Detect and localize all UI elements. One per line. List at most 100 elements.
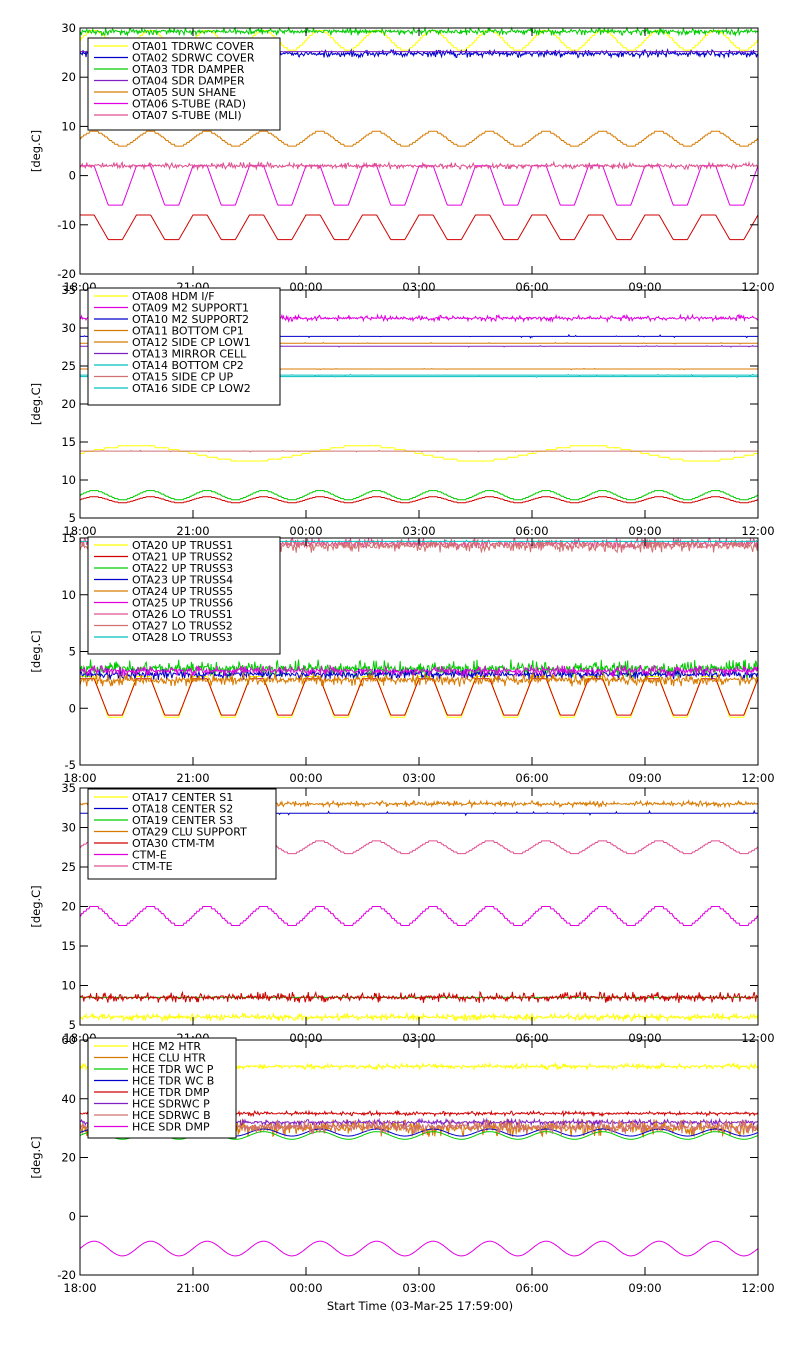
legend-entry: CTM-E	[132, 849, 167, 862]
legend-entry: CTM-TE	[132, 860, 173, 873]
legend-entry: OTA28 LO TRUSS3	[132, 631, 233, 644]
legend-entry: OTA14 BOTTOM CP2	[132, 359, 244, 372]
y-tick-label: 15	[61, 939, 76, 953]
x-tick-label: 00:00	[289, 771, 322, 785]
y-axis-label: [deg.C]	[29, 885, 43, 927]
legend-entry: HCE SDR DMP	[132, 1121, 210, 1134]
legend-entry: OTA03 TDR DAMPER	[132, 63, 245, 76]
y-tick-label: -20	[57, 1268, 76, 1282]
series-line	[80, 490, 758, 501]
panels: -20 -10 0 10 20 30 18:00 21:00 00:00 03:00 06:00 09…	[29, 21, 775, 1295]
legend-entry: OTA15 SIDE CP UP	[132, 371, 234, 384]
y-tick-label: -5	[65, 758, 76, 772]
y-tick-label: 20	[61, 900, 76, 914]
legend-entry: OTA17 CENTER S1	[132, 791, 233, 804]
x-tick-label: 00:00	[289, 524, 322, 538]
y-axis-label: [deg.C]	[29, 383, 43, 425]
legend-entry: OTA20 UP TRUSS1	[132, 539, 233, 552]
y-tick-label: 5	[69, 511, 76, 525]
legend-entry: OTA01 TDRWC COVER	[132, 40, 255, 53]
panel-3: -5 0 5 10 15 18:00 21:00 00:00 03:00 06:00 09:00 12…	[29, 531, 775, 785]
series-line	[80, 678, 759, 716]
legend-entry: HCE SDRWC P	[132, 1098, 210, 1111]
x-tick-label: 21:00	[176, 771, 209, 785]
x-tick-label: 03:00	[402, 524, 435, 538]
legend-entry: OTA13 MIRROR CELL	[132, 348, 247, 361]
y-tick-label: 30	[61, 321, 76, 335]
y-tick-label: 10	[61, 979, 76, 993]
x-tick-label: 06:00	[515, 1281, 548, 1295]
x-tick-label: 09:00	[628, 1031, 661, 1045]
y-tick-label: 25	[61, 860, 76, 874]
legend-entry: OTA04 SDR DAMPER	[132, 75, 245, 88]
x-tick-label: 18:00	[63, 524, 96, 538]
x-tick-label: 03:00	[402, 1031, 435, 1045]
y-axis-label: [deg.C]	[29, 630, 43, 672]
legend-entry: OTA23 UP TRUSS4	[132, 574, 233, 587]
x-tick-label: 12:00	[741, 771, 774, 785]
series-line	[79, 671, 759, 688]
y-tick-label: 10	[61, 473, 76, 487]
x-axis-label: Start Time (03-Mar-25 17:59:00)	[327, 1299, 513, 1313]
x-tick-label: 21:00	[176, 524, 209, 538]
legend-entry: OTA08 HDM I/F	[132, 290, 215, 303]
series-line	[80, 449, 758, 453]
x-tick-label: 03:00	[402, 1281, 435, 1295]
x-tick-label: 03:00	[402, 771, 435, 785]
series-line	[80, 130, 758, 147]
legend-entry: HCE TDR WC P	[132, 1063, 214, 1076]
legend-entry: HCE TDR WC B	[132, 1075, 214, 1088]
x-tick-label: 18:00	[63, 771, 96, 785]
y-tick-label: 5	[69, 645, 76, 659]
legend-entry: OTA16 SIDE CP LOW2	[132, 382, 251, 395]
legend-entry: OTA27 LO TRUSS2	[132, 620, 233, 633]
legend-entry: OTA22 UP TRUSS3	[132, 562, 233, 575]
x-tick-label: 00:00	[289, 1031, 322, 1045]
y-tick-label: 10	[61, 119, 76, 133]
y-axis-label: [deg.C]	[29, 1136, 43, 1178]
legend-box	[87, 1037, 237, 1139]
x-tick-label: 00:00	[289, 1281, 322, 1295]
x-tick-label: 06:00	[515, 1031, 548, 1045]
legend-entry: OTA19 CENTER S3	[132, 814, 233, 827]
legend-entry: HCE SDRWC B	[132, 1109, 211, 1122]
panel-2: 5 10 15 20 25 30 35 18:00 21:00 00:00 03:00 06:00 09…	[29, 283, 775, 538]
legend-entry: OTA29 CLU SUPPORT	[132, 826, 247, 839]
y-axis-label: [deg.C]	[29, 130, 43, 172]
x-tick-label: 09:00	[628, 771, 661, 785]
x-tick-label: 12:00	[741, 1031, 774, 1045]
legend-entry: OTA07 S-TUBE (MLI)	[132, 109, 242, 122]
series-line	[79, 160, 759, 172]
legend-entry: HCE M2 HTR	[132, 1040, 201, 1053]
legend-entry: OTA05 SUN SHANE	[132, 86, 236, 99]
legend-entry: OTA02 SDRWC COVER	[132, 52, 255, 65]
y-tick-label: 25	[61, 359, 76, 373]
y-tick-label: 60	[61, 1033, 76, 1047]
y-tick-label: 5	[69, 1018, 76, 1032]
y-tick-label: 0	[69, 169, 76, 183]
series-line	[79, 659, 759, 680]
panel-4: 510152025303518:0021:0000:0003:0006:0009…	[29, 781, 775, 1045]
series-line	[79, 990, 759, 1004]
y-tick-label: 0	[69, 701, 76, 715]
legend-entry: OTA25 UP TRUSS6	[132, 597, 233, 610]
series-line	[80, 214, 759, 241]
x-tick-label: 18:00	[63, 1281, 96, 1295]
series-line	[79, 664, 759, 678]
y-tick-label: 0	[69, 1209, 76, 1223]
y-tick-label: 30	[61, 821, 76, 835]
y-tick-label: 20	[61, 397, 76, 411]
series-line	[80, 165, 759, 206]
legend-entry: OTA10 M2 SUPPORT2	[132, 313, 249, 326]
legend-entry: OTA18 CENTER S2	[132, 803, 233, 816]
series-line	[80, 445, 758, 462]
panel-5: -20 0 20 40 60 18:00 21:00 00:00 03:00 06:00 09:00…	[29, 1033, 775, 1295]
legend-entry: HCE TDR DMP	[132, 1086, 210, 1099]
legend-entry: OTA12 SIDE CP LOW1	[132, 336, 251, 349]
